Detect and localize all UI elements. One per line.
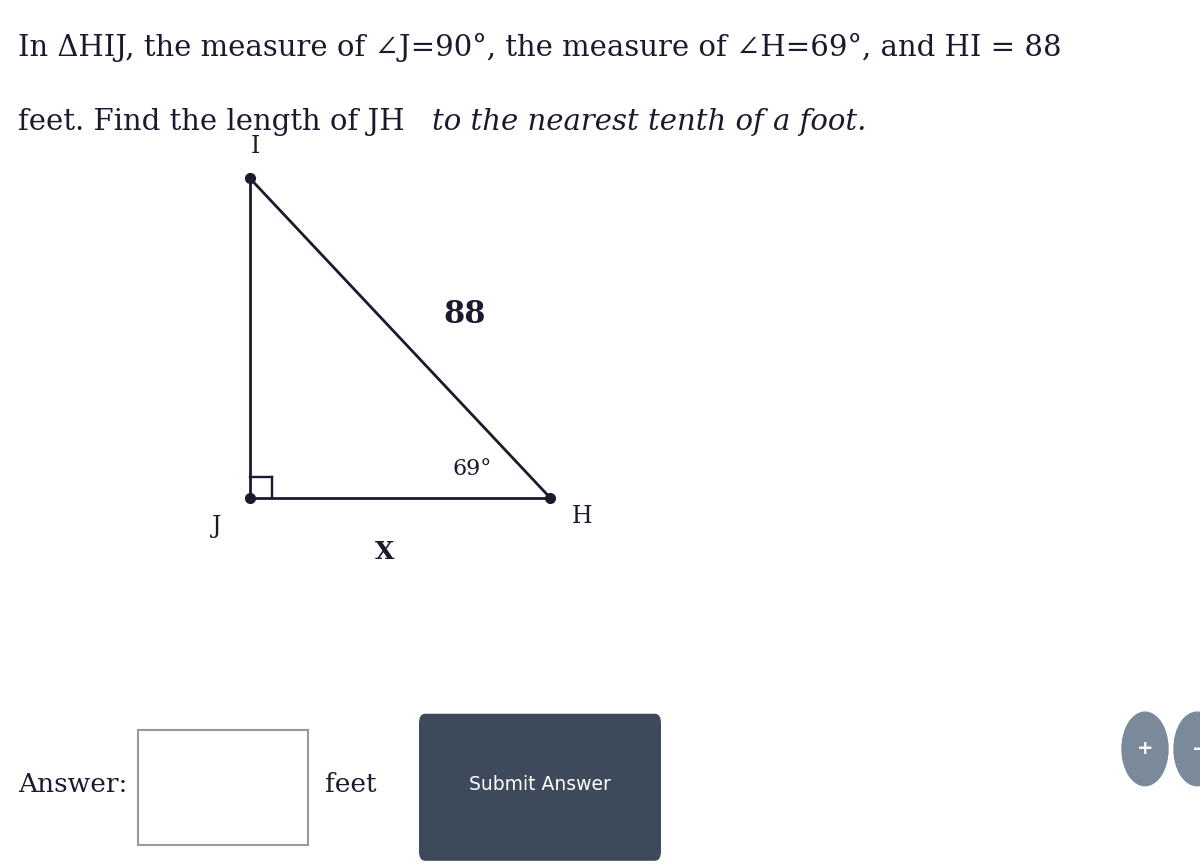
Text: +: + bbox=[1136, 740, 1153, 759]
Text: J: J bbox=[212, 514, 222, 537]
Text: H: H bbox=[572, 505, 593, 528]
Text: 88: 88 bbox=[444, 299, 486, 330]
Text: feet: feet bbox=[325, 772, 377, 797]
Circle shape bbox=[1174, 712, 1200, 785]
Text: I: I bbox=[251, 135, 259, 158]
Text: In ΔHIJ, the measure of ∠J=90°, the measure of ∠H=69°, and HI = 88: In ΔHIJ, the measure of ∠J=90°, the meas… bbox=[18, 33, 1062, 62]
Text: 69°: 69° bbox=[452, 459, 492, 480]
Text: X: X bbox=[376, 540, 395, 564]
Circle shape bbox=[1122, 712, 1168, 785]
Text: to the nearest tenth of a foot.: to the nearest tenth of a foot. bbox=[432, 108, 866, 136]
Text: feet. Find the length of JH: feet. Find the length of JH bbox=[18, 108, 414, 136]
Text: -: - bbox=[1193, 740, 1200, 759]
Text: Answer:: Answer: bbox=[18, 772, 127, 797]
Text: Submit Answer: Submit Answer bbox=[469, 775, 611, 793]
FancyBboxPatch shape bbox=[419, 714, 661, 861]
FancyBboxPatch shape bbox=[138, 730, 308, 845]
